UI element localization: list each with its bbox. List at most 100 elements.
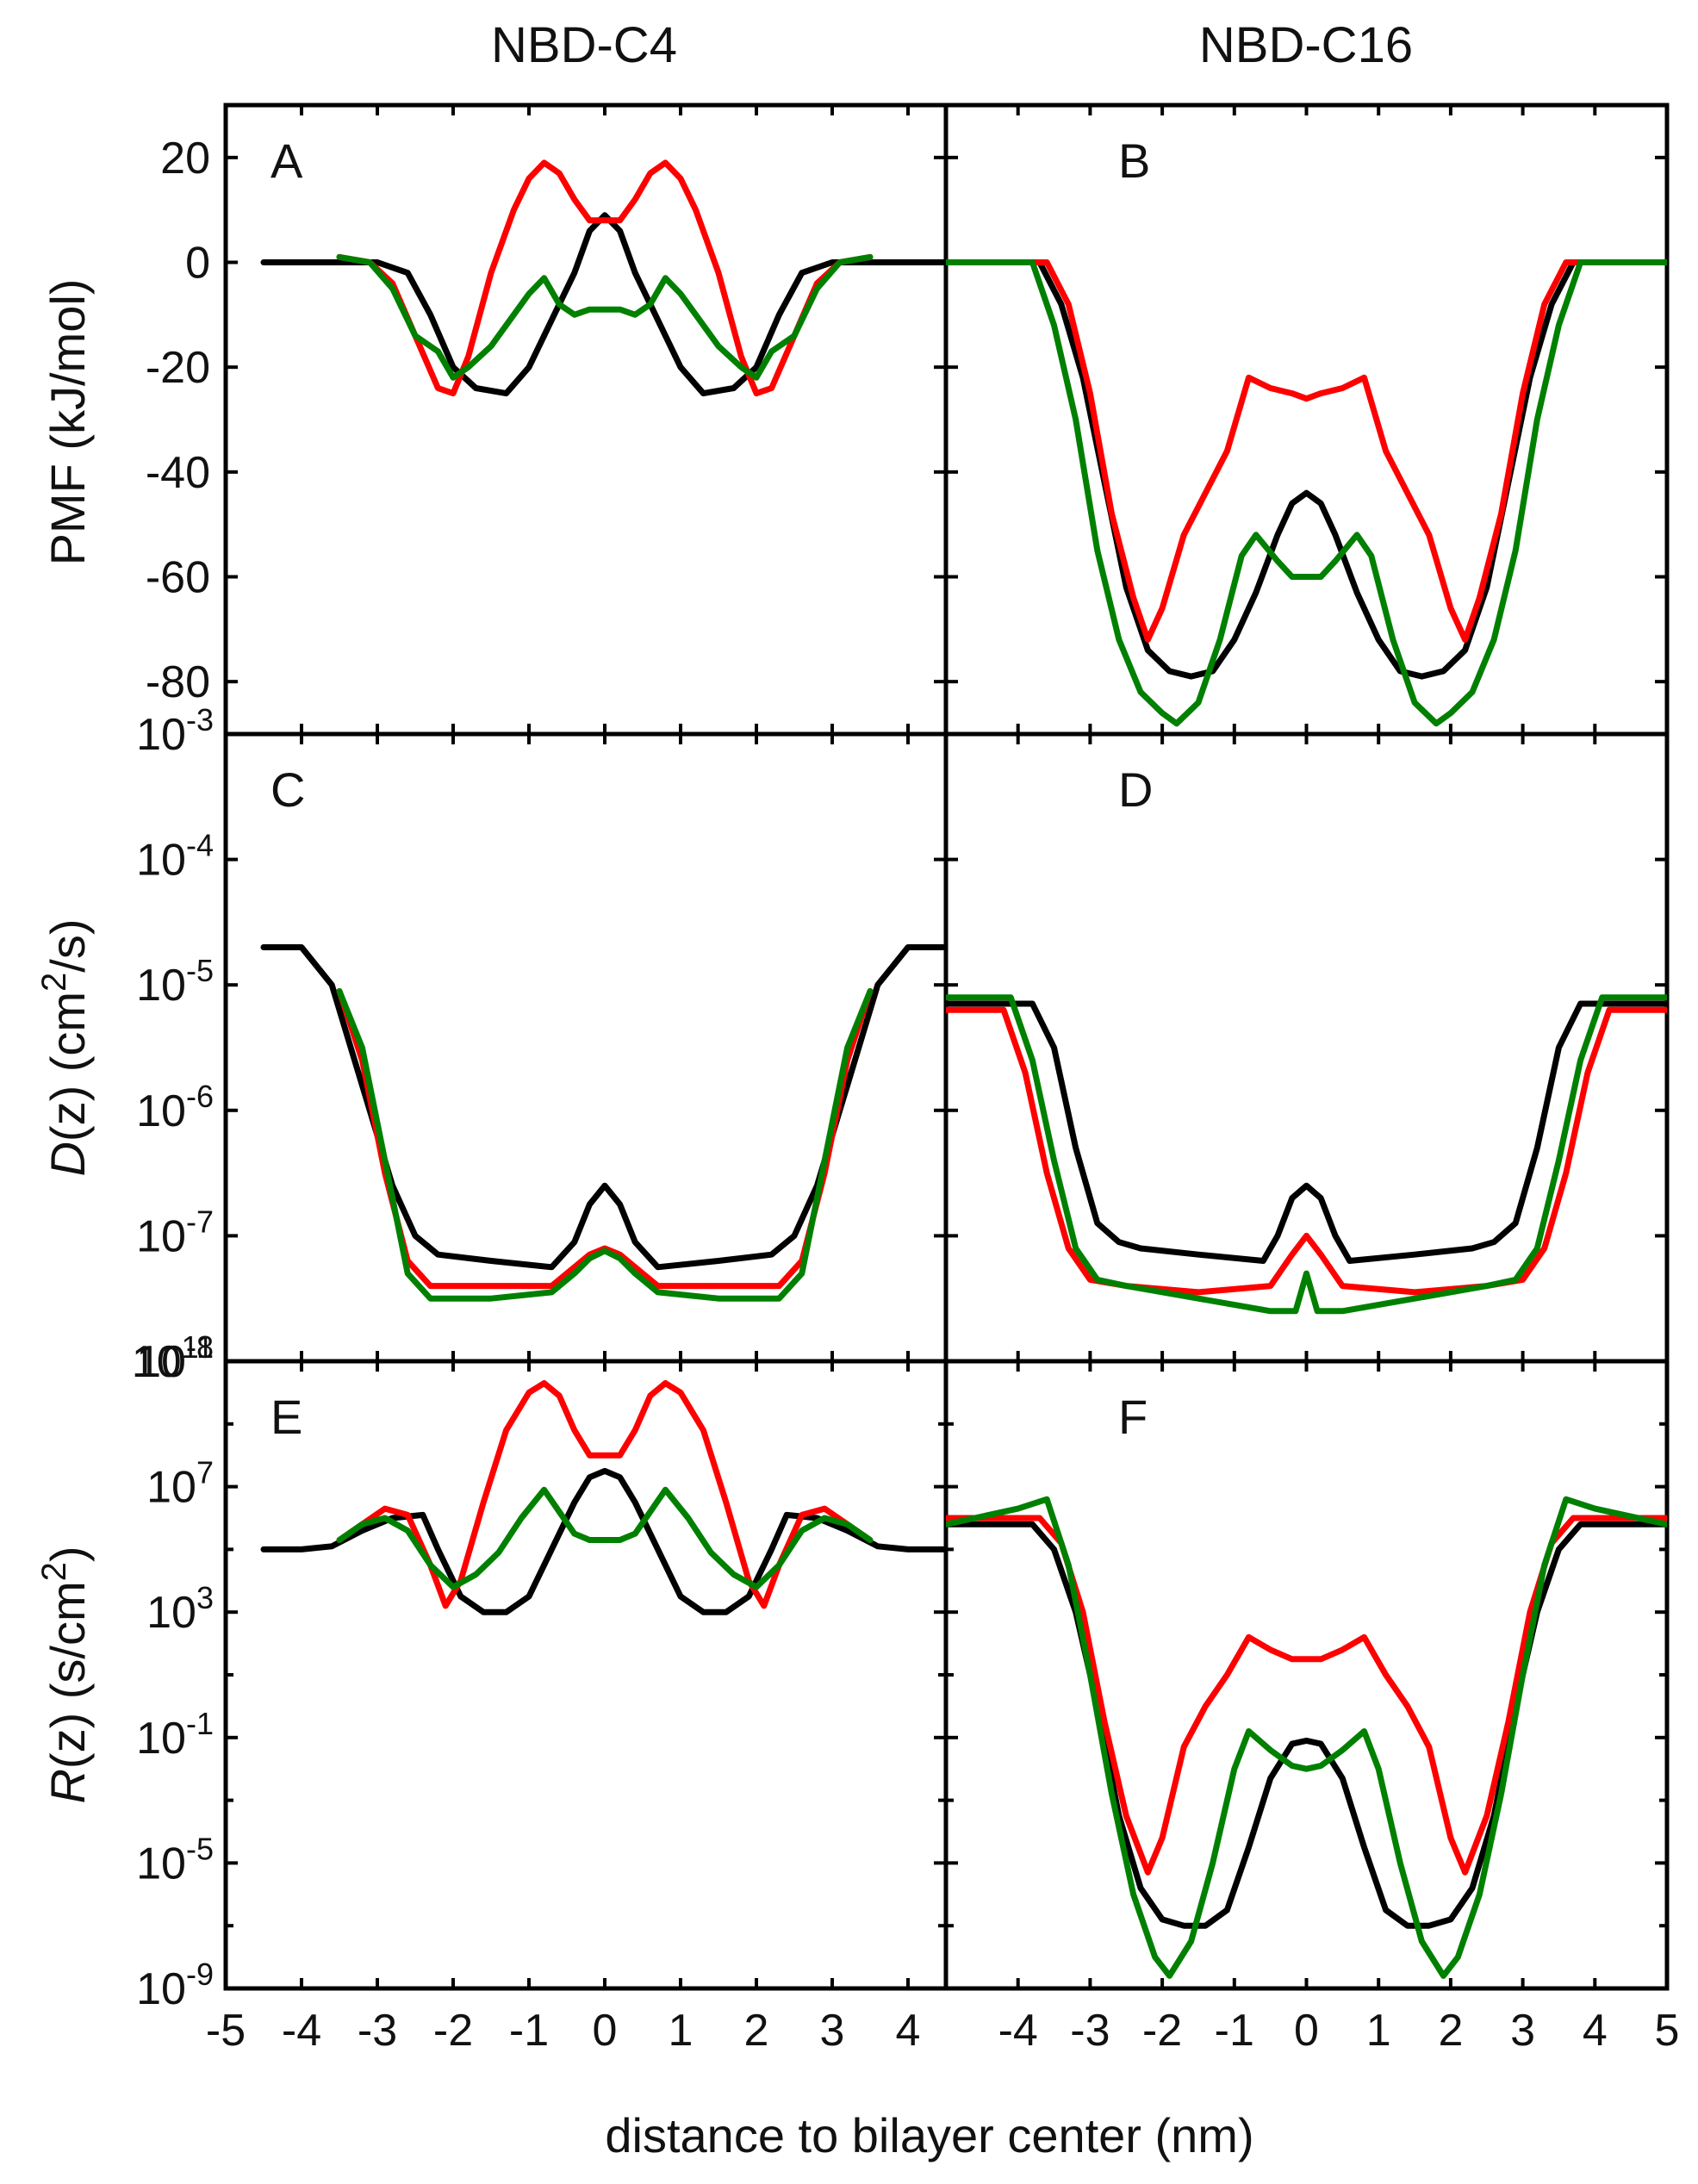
y-tick-label: 10-9 (136, 1957, 214, 2014)
column-title-nbd-c16: NBD-C16 (1199, 17, 1413, 73)
x-tick-label: 3 (1510, 2006, 1535, 2056)
y-tick-exponent: -4 (186, 828, 214, 863)
y-tick-label: 10-5 (136, 1831, 214, 1888)
y-tick-base: 10 (146, 1588, 196, 1638)
y-tick-label: -20 (146, 343, 210, 393)
y-label-pmf-text: PMF (kJ/mol) (40, 279, 95, 566)
y-tick-exponent: -1 (186, 1706, 214, 1741)
series-line-black (946, 1000, 1667, 1264)
series-line-black (260, 212, 946, 397)
y-tick-base: 10 (136, 1211, 186, 1261)
x-tick-label: 4 (1583, 2006, 1608, 2056)
y-tick-label: 10-8 (136, 1329, 214, 1387)
x-axis-label: distance to bilayer center (nm) (605, 2108, 1253, 2162)
y-tick-base: 10 (136, 1086, 186, 1136)
x-tick-label: -1 (509, 2006, 549, 2056)
y-axis-label-pmf: PMF (kJ/mol) (40, 279, 95, 566)
x-tick-label: 1 (669, 2006, 694, 2056)
y-tick-exponent: 3 (196, 1580, 214, 1615)
series-line-green (336, 1486, 874, 1590)
series-group (946, 259, 1667, 727)
y-tick-base: 10 (136, 1839, 186, 1888)
y-tick-base: 10 (136, 1964, 186, 2014)
y-label-body: (z) (cm (40, 992, 95, 1142)
y-tick-base: 10 (136, 710, 186, 760)
x-tick-label: 1 (1366, 2006, 1391, 2056)
y-tick-label: 107 (146, 1455, 214, 1513)
y-tick-exponent: -5 (186, 953, 214, 988)
x-tick-label: -2 (433, 2006, 473, 2056)
y-tick-exponent: 11 (182, 1329, 214, 1365)
panel-letter: E (271, 1390, 302, 1444)
y-label-sup: 2 (35, 973, 73, 992)
panel-letter: D (1118, 762, 1153, 817)
y-tick-exponent: -9 (186, 1957, 214, 1992)
y-tick-label: 10-1 (136, 1706, 214, 1764)
series-group (946, 994, 1667, 1315)
series-line-green (336, 253, 874, 381)
series-line-green (946, 994, 1667, 1315)
y-label-tail: /s) (40, 918, 95, 972)
y-tick-label: 10-5 (136, 953, 214, 1011)
series-group (260, 944, 946, 1302)
series-line-red (946, 1006, 1667, 1296)
y-tick-base: 10 (136, 1337, 186, 1387)
x-tick-label: -3 (358, 2006, 397, 2056)
y-tick-label: -40 (146, 448, 210, 498)
y-axis-labels: PMF (kJ/mol)D(z) (cm2/s)R(z) (s/cm2) (35, 279, 95, 1804)
x-tick-label: -2 (1142, 2006, 1182, 2056)
x-tick-label: 0 (593, 2006, 618, 2056)
panels-layer: A200-20-40-60-80BC10-310-410-510-610-710… (132, 103, 1680, 2056)
series-line-red (336, 1380, 874, 1609)
y-tick-label: 10-3 (136, 702, 214, 760)
y-tick-base: 10 (146, 1463, 196, 1513)
x-tick-label: -1 (1215, 2006, 1254, 2056)
series-line-green (336, 988, 874, 1302)
y-tick-exponent: -8 (186, 1329, 214, 1365)
y-tick-label: 10-7 (136, 1204, 214, 1261)
x-tick-label: 5 (1655, 2006, 1680, 2056)
x-tick-label: 2 (1438, 2006, 1463, 2056)
x-tick-label: -5 (206, 2006, 246, 2056)
x-tick-label: 3 (820, 2006, 845, 2056)
panel-b: B (943, 103, 1670, 737)
panel-letter: B (1118, 134, 1150, 188)
panel-letter: A (271, 134, 303, 188)
x-tick-label: 2 (744, 2006, 769, 2056)
x-tick-label: -4 (998, 2006, 1038, 2056)
panel-f: F (943, 1359, 1670, 1991)
y-tick-label: 103 (146, 1580, 214, 1638)
y-tick-label: -80 (146, 657, 210, 707)
column-title-nbd-c4: NBD-C4 (491, 17, 677, 73)
x-tick-label: 0 (1294, 2006, 1319, 2056)
y-tick-label: 20 (160, 134, 210, 184)
y-tick-label: 1011 (132, 1329, 214, 1387)
series-group (260, 1380, 946, 1615)
y-tick-base: 10 (136, 1714, 186, 1764)
y-tick-exponent: -3 (186, 702, 214, 737)
series-line-red (336, 159, 874, 397)
panel-letter: C (271, 762, 305, 817)
y-label-italic: R (40, 1769, 95, 1803)
panel-letter: F (1118, 1390, 1148, 1444)
y-tick-exponent: -5 (186, 1831, 214, 1866)
x-tick-label: -4 (282, 2006, 321, 2056)
panel-c: C10-310-410-510-610-710-8 (136, 702, 949, 1387)
series-line-red (946, 1515, 1667, 1876)
series-line-green (946, 259, 1667, 727)
series-group (946, 1496, 1667, 1979)
y-tick-label: -60 (146, 553, 210, 603)
series-group (260, 159, 946, 397)
y-axis-label-diffusion: D(z) (cm2/s) (35, 918, 95, 1176)
y-tick-base: 10 (132, 1337, 182, 1387)
y-tick-exponent: -7 (186, 1204, 214, 1239)
series-line-green (946, 1496, 1667, 1979)
y-tick-base: 10 (136, 961, 186, 1011)
y-tick-label: 10-6 (136, 1079, 214, 1136)
series-line-black (260, 1467, 946, 1615)
y-label-tail: ) (40, 1546, 95, 1562)
y-tick-label: 10-4 (136, 828, 214, 886)
x-tick-label: 4 (896, 2006, 921, 2056)
